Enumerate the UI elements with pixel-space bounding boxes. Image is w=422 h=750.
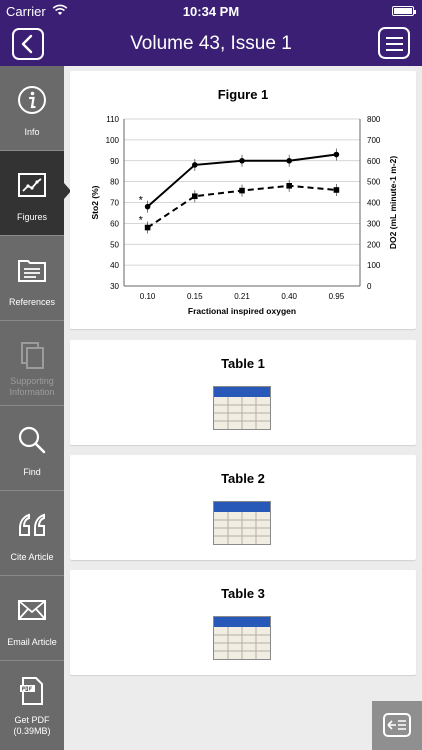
page-title: Volume 43, Issue 1 [130, 33, 292, 54]
data-point [286, 183, 292, 189]
info-icon [18, 86, 46, 114]
x-tick-label: 0.10 [140, 292, 156, 301]
table-icon [213, 386, 271, 430]
sidebar-item-supporting-information[interactable]: Supporting Information [0, 321, 64, 406]
sidebar-item-find[interactable]: Find [0, 406, 64, 491]
data-point [144, 203, 151, 210]
table-icon [213, 616, 271, 660]
sidebar-item-label: Info [24, 127, 40, 137]
y-tick-label-left: 30 [110, 282, 119, 291]
sidebar-item-cite-article[interactable]: Cite Article [0, 491, 64, 576]
search-icon [18, 426, 46, 454]
chevron-left-icon [21, 34, 33, 54]
x-tick-label: 0.21 [234, 292, 250, 301]
y-tick-label-right: 700 [367, 136, 381, 145]
y-tick-label-left: 110 [106, 115, 119, 124]
y-tick-label-left: 50 [110, 240, 119, 249]
sidebar-item-get-pdf[interactable]: Get PDF (0.39MB) [0, 661, 64, 746]
y-tick-label-left: 70 [110, 199, 119, 208]
sidebar-item-label: Get PDF (0.39MB) [13, 715, 51, 736]
y-tick-label-right: 300 [367, 219, 381, 228]
hamburger-icon-line [386, 43, 403, 45]
sidebar: Info Figures References Supporting Infor… [0, 66, 64, 750]
table-title: Table 2 [221, 471, 265, 486]
y-axis-label-left: Sto2 (%) [90, 185, 100, 219]
sidebar-item-label: Figures [16, 212, 47, 222]
y-tick-label-right: 600 [367, 157, 381, 166]
pdf-icon [20, 677, 43, 705]
quote-icon [19, 513, 45, 536]
y-tick-label-right: 100 [367, 261, 381, 270]
clock: 10:34 PM [182, 4, 240, 19]
active-item-indicator [64, 183, 71, 199]
sidebar-item-references[interactable]: References [0, 236, 64, 321]
y-tick-label-right: 800 [367, 115, 381, 124]
data-point [286, 157, 292, 164]
back-button[interactable] [12, 28, 44, 60]
table-card-2[interactable]: Table 2 [70, 455, 416, 560]
y-tick-label-left: 40 [110, 261, 119, 270]
menu-button[interactable] [378, 27, 410, 59]
status-bar: Carrier 10:34 PM [0, 0, 422, 22]
y-tick-label-left: 100 [106, 136, 120, 145]
carrier-label: Carrier [6, 4, 46, 19]
sidebar-item-email-article[interactable]: Email Article [0, 576, 64, 661]
hamburger-icon-line [386, 49, 403, 51]
battery-icon [392, 6, 416, 16]
y-tick-label-right: 400 [367, 199, 381, 208]
x-tick-label: 0.40 [281, 292, 297, 301]
table-card-3[interactable]: Table 3 [70, 570, 416, 675]
figure-chart: 30 40 50 60 70 80 90 100 110 0 100 200 300 400 500 600 7… [90, 115, 398, 316]
data-point [239, 187, 245, 194]
y-tick-label-left: 60 [110, 219, 119, 228]
figure-card[interactable]: Figure 1 30 40 50 60 70 80 90 100 110 0 100 200 300 4… [70, 71, 416, 329]
x-tick-label: 0.95 [329, 292, 345, 301]
table-card-1[interactable]: Table 1 [70, 340, 416, 445]
table-title: Table 3 [221, 586, 265, 601]
copy-icon [21, 342, 44, 369]
table-icon [213, 501, 271, 545]
references-icon [18, 260, 46, 282]
data-point [333, 187, 340, 193]
navigation-bar: Volume 43, Issue 1 [0, 22, 422, 66]
sidebar-item-label: Find [23, 467, 41, 477]
sidebar-item-info[interactable]: Info [0, 66, 64, 151]
y-tick-label-right: 500 [367, 178, 381, 187]
sidebar-item-figures[interactable]: Figures [0, 151, 64, 236]
sidebar-item-label: References [8, 297, 56, 307]
y-axis-label-right: DO2 (mL minute-1 m-2) [388, 156, 398, 250]
y-tick-label-left: 90 [110, 157, 119, 166]
x-axis-label: Fractional inspired oxygen [188, 306, 296, 316]
annotation-asterisk: * [139, 195, 144, 207]
table-title: Table 1 [221, 356, 265, 371]
envelope-icon [18, 600, 46, 620]
sidebar-item-label: Email Article [7, 637, 57, 647]
y-tick-label-right: 0 [367, 282, 372, 291]
sidebar-item-label: Cite Article [10, 552, 54, 562]
data-point [192, 162, 198, 168]
data-point [192, 193, 198, 200]
collapse-icon [383, 713, 411, 737]
data-point [239, 157, 245, 164]
data-point [144, 224, 151, 231]
data-point [333, 151, 340, 158]
annotation-asterisk: * [139, 215, 144, 227]
figure-title: Figure 1 [217, 87, 269, 102]
chart-icon [18, 173, 46, 197]
collapse-sidebar-button[interactable] [372, 701, 422, 750]
wifi-icon [52, 4, 68, 15]
y-tick-label-right: 200 [367, 240, 381, 249]
sidebar-item-label: Supporting Information [9, 376, 55, 397]
y-tick-label-left: 80 [110, 178, 119, 187]
hamburger-icon [386, 37, 403, 39]
x-tick-label: 0.15 [187, 292, 203, 301]
